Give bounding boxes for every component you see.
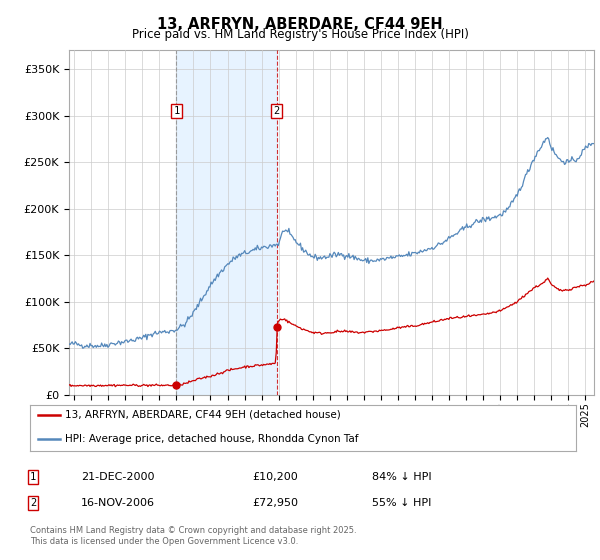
Text: Price paid vs. HM Land Registry's House Price Index (HPI): Price paid vs. HM Land Registry's House … bbox=[131, 28, 469, 41]
Text: 21-DEC-2000: 21-DEC-2000 bbox=[81, 472, 155, 482]
Text: HPI: Average price, detached house, Rhondda Cynon Taf: HPI: Average price, detached house, Rhon… bbox=[65, 435, 359, 444]
Text: 1: 1 bbox=[30, 472, 36, 482]
Text: 1: 1 bbox=[173, 106, 179, 116]
Text: 2: 2 bbox=[30, 498, 36, 508]
Text: 2: 2 bbox=[274, 106, 280, 116]
Text: 84% ↓ HPI: 84% ↓ HPI bbox=[372, 472, 431, 482]
Bar bbox=[176, 50, 277, 395]
Text: 13, ARFRYN, ABERDARE, CF44 9EH (detached house): 13, ARFRYN, ABERDARE, CF44 9EH (detached… bbox=[65, 410, 341, 420]
Text: 55% ↓ HPI: 55% ↓ HPI bbox=[372, 498, 431, 508]
Text: £72,950: £72,950 bbox=[252, 498, 298, 508]
Text: 13, ARFRYN, ABERDARE, CF44 9EH: 13, ARFRYN, ABERDARE, CF44 9EH bbox=[157, 17, 443, 32]
Text: 16-NOV-2006: 16-NOV-2006 bbox=[81, 498, 155, 508]
Text: £10,200: £10,200 bbox=[252, 472, 298, 482]
Text: Contains HM Land Registry data © Crown copyright and database right 2025.
This d: Contains HM Land Registry data © Crown c… bbox=[30, 526, 356, 546]
